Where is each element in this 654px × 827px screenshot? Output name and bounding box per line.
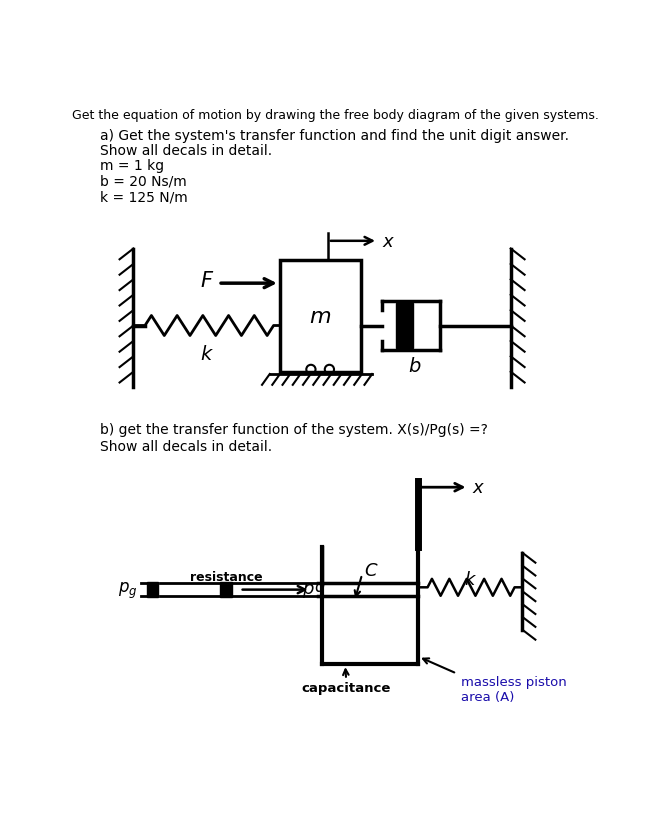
Text: massless piston
area (A): massless piston area (A) (460, 676, 566, 703)
Text: $m$: $m$ (309, 307, 331, 327)
Text: $x$: $x$ (382, 232, 395, 251)
Text: $F$: $F$ (200, 270, 215, 291)
Text: resistance: resistance (190, 570, 262, 583)
Text: b = 20 Ns/m: b = 20 Ns/m (100, 174, 187, 189)
Bar (147, 582, 158, 598)
Text: $R$: $R$ (220, 582, 232, 600)
Bar (396, 304, 413, 348)
Text: $p_g$: $p_g$ (118, 580, 137, 600)
Text: $q$: $q$ (315, 580, 326, 597)
Text: $b$: $b$ (408, 357, 422, 375)
Text: Show all decals in detail.: Show all decals in detail. (100, 440, 273, 454)
Text: $k$: $k$ (199, 345, 214, 364)
Text: capacitance: capacitance (301, 681, 391, 695)
Text: $k$: $k$ (464, 571, 477, 589)
Bar (280, 261, 360, 372)
Text: a) Get the system's transfer function and find the unit digit answer.: a) Get the system's transfer function an… (100, 128, 570, 142)
Text: b) get the transfer function of the system. X(s)/Pg(s) =?: b) get the transfer function of the syst… (100, 423, 488, 436)
Text: k = 125 N/m: k = 125 N/m (100, 190, 188, 204)
Text: Get the equation of motion by drawing the free body diagram of the given systems: Get the equation of motion by drawing th… (72, 108, 598, 122)
Text: $C$: $C$ (364, 562, 378, 580)
Text: $p$: $p$ (301, 581, 315, 600)
Text: Show all decals in detail.: Show all decals in detail. (100, 144, 273, 158)
Text: $x$: $x$ (472, 479, 485, 496)
Text: m = 1 kg: m = 1 kg (100, 160, 164, 173)
Bar (220, 582, 232, 598)
